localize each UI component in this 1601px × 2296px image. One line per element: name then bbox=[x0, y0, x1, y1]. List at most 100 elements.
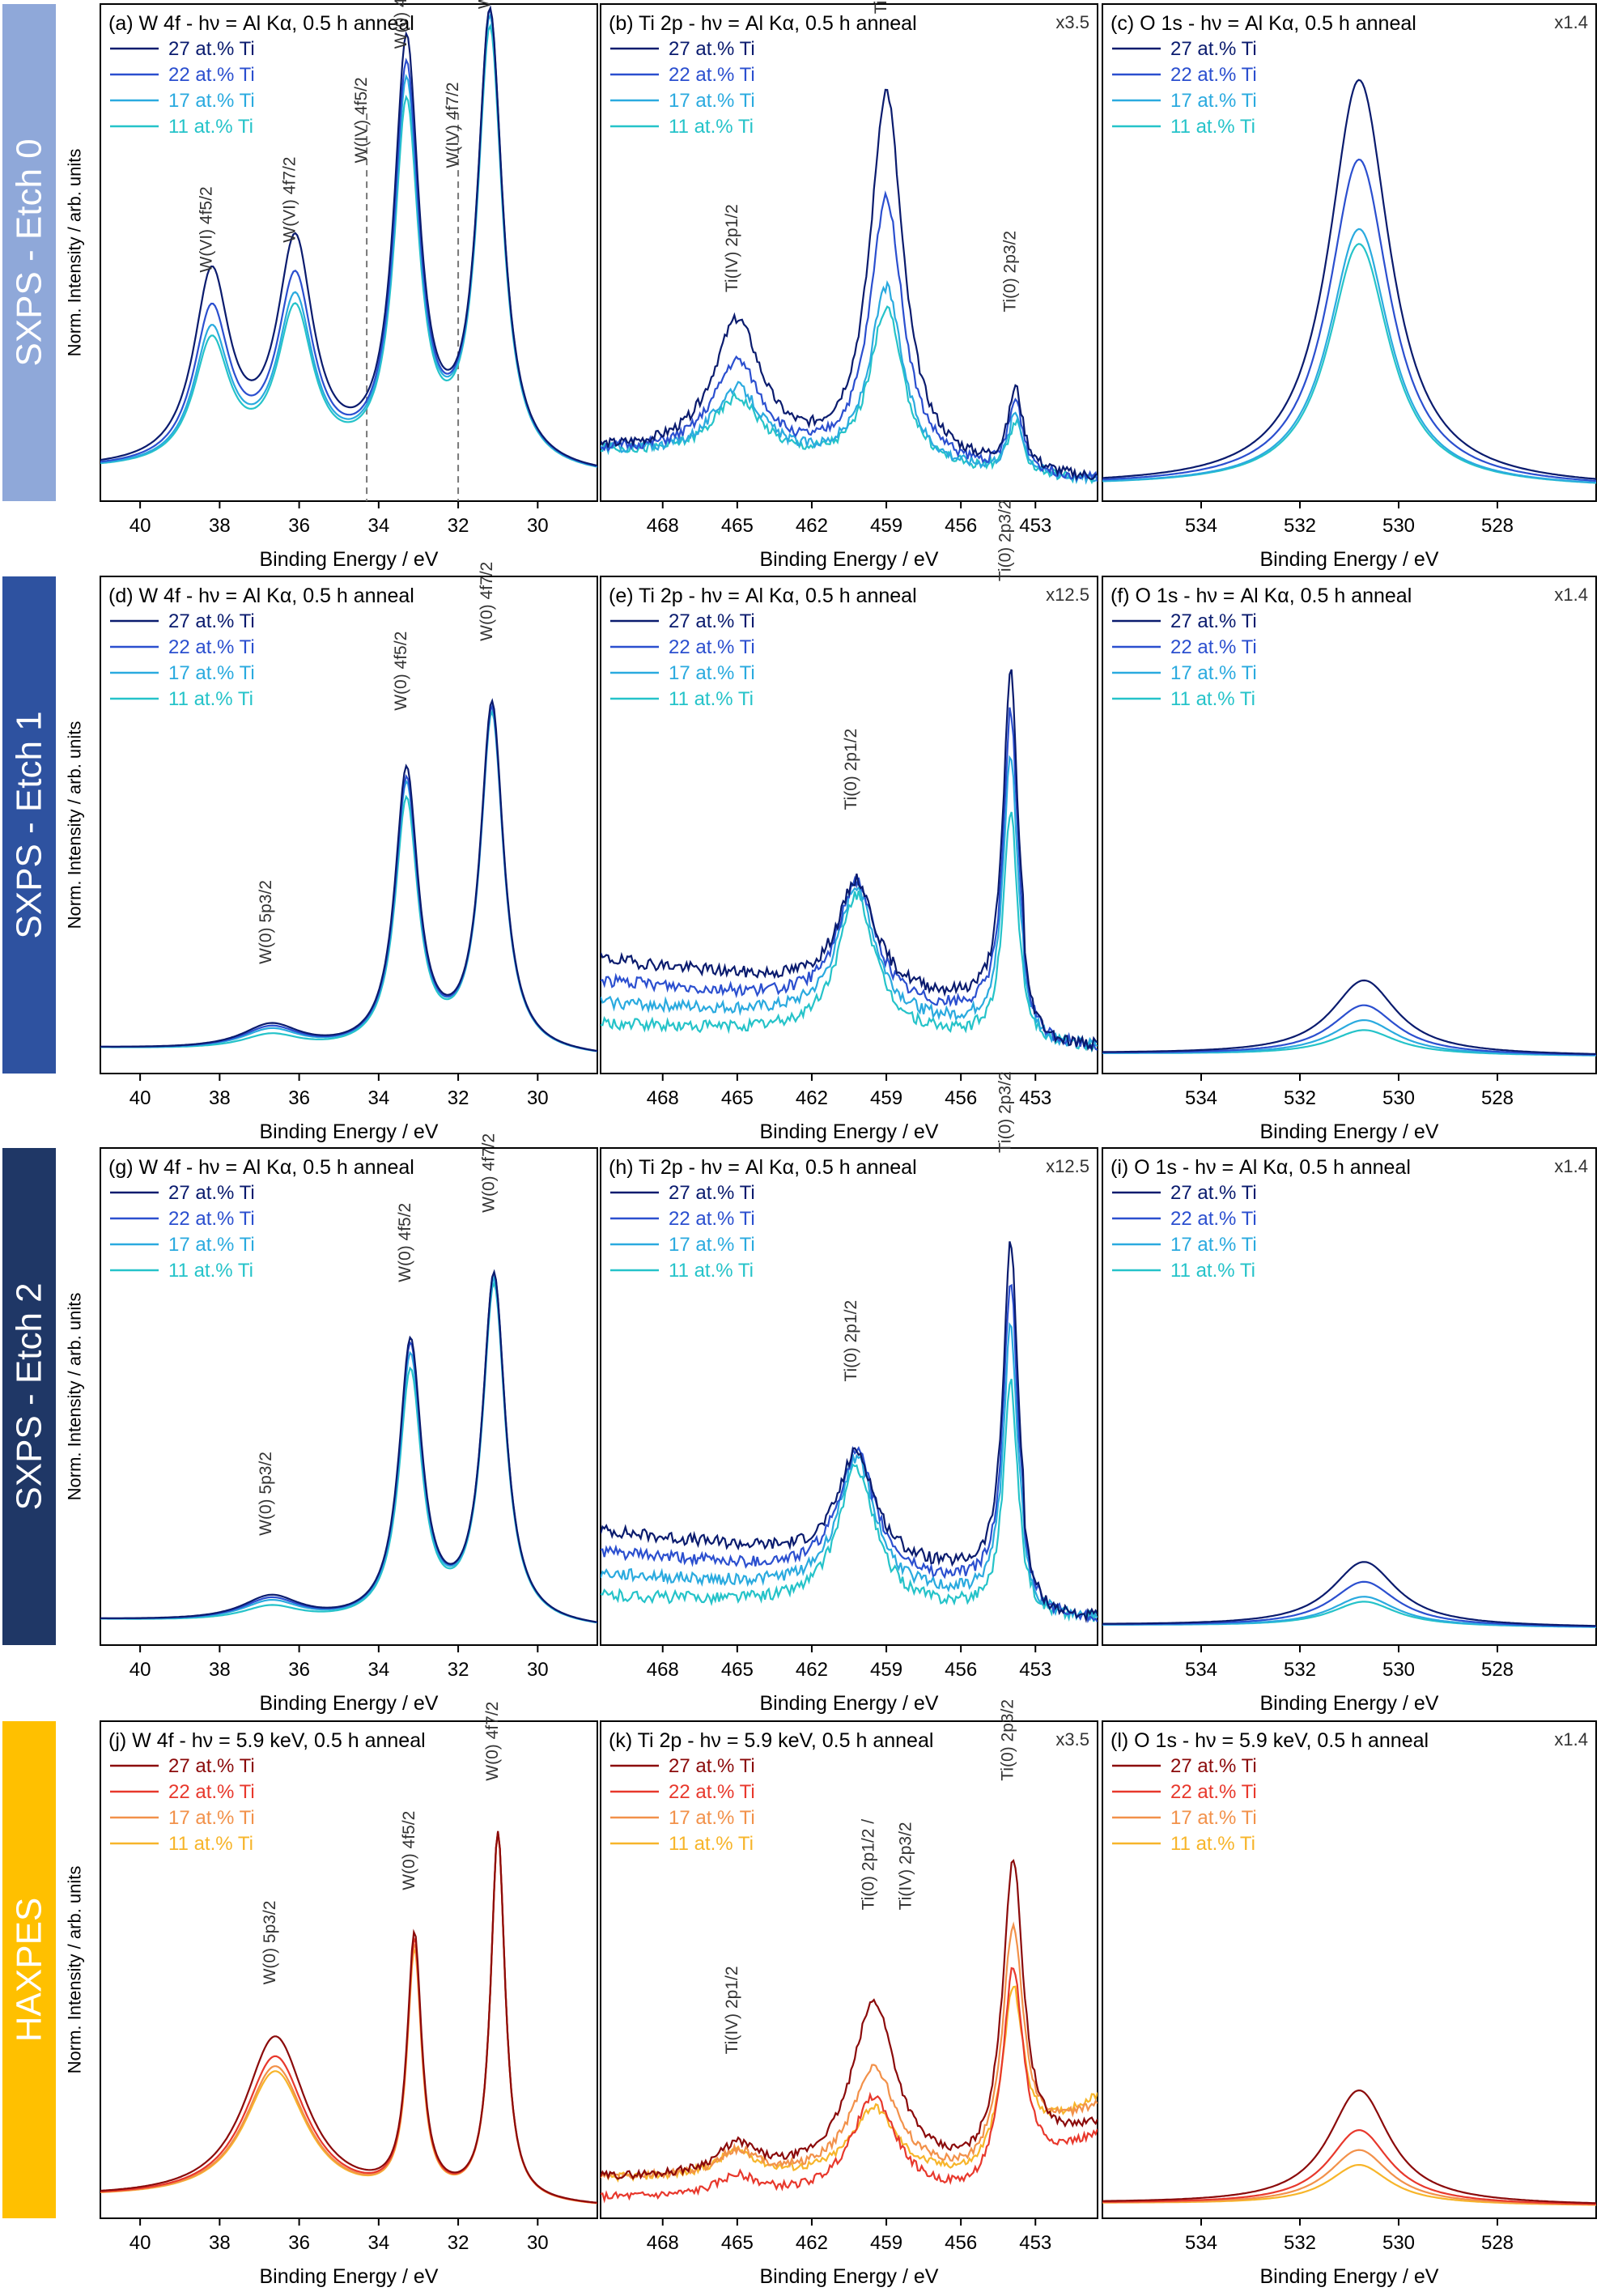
legend-entry: 11 at.% Ti bbox=[1170, 1260, 1255, 1282]
x-tick-label: 32 bbox=[448, 1659, 469, 1681]
x-tick-label: 534 bbox=[1185, 1087, 1217, 1109]
x-tick-label: 534 bbox=[1185, 515, 1217, 537]
plot-frame bbox=[100, 576, 598, 1074]
legend-entry: 22 at.% Ti bbox=[669, 1208, 755, 1230]
x-axis-label: Binding Energy / eV bbox=[760, 1692, 939, 1715]
panel-6: 534 532 530 528 Binding Energy / eV (f) O 1s … bbox=[1102, 576, 1597, 1143]
series-line-4 bbox=[601, 811, 1098, 1053]
legend-entry: 22 at.% Ti bbox=[168, 64, 255, 86]
peak-label: W(0) 4f5/2 bbox=[392, 0, 410, 49]
x-tick-label: 468 bbox=[647, 2232, 679, 2254]
legend-entry: 22 at.% Ti bbox=[1170, 64, 1257, 86]
legend-entry: 11 at.% Ti bbox=[669, 688, 754, 710]
x-tick-label: 453 bbox=[1019, 515, 1051, 537]
row-band-rect bbox=[2, 1148, 56, 1645]
plot-frame bbox=[100, 1147, 598, 1646]
x-axis-label: Binding Energy / eV bbox=[760, 2265, 939, 2288]
peak-label: W(0) 4f7/2 bbox=[479, 1133, 498, 1213]
series-line-1 bbox=[601, 669, 1098, 1052]
x-tick-label: 34 bbox=[367, 1659, 389, 1681]
legend-entry: 17 at.% Ti bbox=[1170, 1807, 1257, 1829]
plot-frame bbox=[1102, 1147, 1597, 1646]
series-line-1 bbox=[100, 698, 597, 1052]
x-tick-label: 34 bbox=[367, 2232, 389, 2254]
y-axis-label: Norm. Intensity / arb. units bbox=[65, 721, 85, 929]
x-tick-label: 36 bbox=[288, 515, 310, 537]
legend-entry: 22 at.% Ti bbox=[669, 64, 755, 86]
panel-title: (d) W 4f - hν = Al Kα, 0.5 h anneal bbox=[108, 585, 414, 607]
x-tick-label: 32 bbox=[448, 1087, 469, 1109]
series-line-4 bbox=[601, 1378, 1098, 1622]
row-band-3: SXPS - Etch 2 Norm. Intensity / arb. unit… bbox=[2, 1148, 85, 1645]
legend-entry: 11 at.% Ti bbox=[1170, 1833, 1255, 1855]
legend-entry: 17 at.% Ti bbox=[168, 90, 255, 112]
series-line-1 bbox=[100, 5, 597, 467]
legend-entry: 27 at.% Ti bbox=[669, 1182, 755, 1204]
panel-12: 534 532 530 528 Binding Energy / eV (l) O 1s … bbox=[1102, 1720, 1597, 2288]
legend-entry: 27 at.% Ti bbox=[168, 1182, 255, 1204]
panel-3: 534 532 530 528 Binding Energy / eV (c) O 1s … bbox=[1102, 3, 1597, 571]
x-tick-label: 38 bbox=[209, 1659, 231, 1681]
intensity-multiplier: x3.5 bbox=[1055, 1729, 1089, 1750]
legend-entry: 27 at.% Ti bbox=[168, 610, 255, 632]
series-line-1 bbox=[601, 88, 1098, 481]
panel-11: 468 465 462 459 456 453 Binding Energy / eV (k)… bbox=[600, 1699, 1098, 2288]
x-tick-label: 528 bbox=[1481, 515, 1514, 537]
legend-entry: 11 at.% Ti bbox=[168, 116, 253, 138]
panel-title: (a) W 4f - hν = Al Kα, 0.5 h anneal bbox=[108, 12, 414, 35]
x-tick-label: 34 bbox=[367, 1087, 389, 1109]
legend-entry: 11 at.% Ti bbox=[168, 1260, 253, 1282]
row-band-rect bbox=[2, 4, 56, 501]
peak-label: Ti(0) 2p1/2 bbox=[842, 729, 860, 810]
x-tick-label: 530 bbox=[1382, 1659, 1415, 1681]
peak-label: Ti(IV) 2p1/2 bbox=[723, 204, 741, 292]
x-tick-label: 465 bbox=[721, 1659, 754, 1681]
x-tick-label: 456 bbox=[945, 1659, 977, 1681]
series-line-1 bbox=[1102, 79, 1596, 480]
panel-title: (g) W 4f - hν = Al Kα, 0.5 h anneal bbox=[108, 1156, 414, 1179]
plot-frame bbox=[100, 1720, 598, 2219]
series-line-2 bbox=[1102, 1004, 1596, 1056]
x-axis-label: Binding Energy / eV bbox=[260, 548, 439, 571]
x-tick-label: 38 bbox=[209, 2232, 231, 2254]
legend-entry: 17 at.% Ti bbox=[669, 662, 755, 684]
legend-entry: 11 at.% Ti bbox=[669, 1260, 754, 1282]
x-axis-label: Binding Energy / eV bbox=[260, 1120, 439, 1143]
x-tick-label: 465 bbox=[721, 515, 754, 537]
legend-entry: 27 at.% Ti bbox=[1170, 1755, 1257, 1777]
series-group bbox=[100, 5, 597, 468]
x-tick-label: 468 bbox=[647, 1087, 679, 1109]
series-line-1 bbox=[1102, 1561, 1596, 1627]
x-axis-label: Binding Energy / eV bbox=[760, 1120, 939, 1143]
legend-entry: 27 at.% Ti bbox=[1170, 38, 1257, 60]
peak-label: W(0) 5p3/2 bbox=[257, 1452, 275, 1536]
panel-8: 468 465 462 459 456 453 Binding Energy / eV (h)… bbox=[600, 1071, 1098, 1715]
peak-label: W(0) 4f7/2 bbox=[475, 0, 494, 9]
legend-entry: 11 at.% Ti bbox=[669, 1833, 754, 1855]
panel-7: 40 38 36 34 32 30 Binding Energy / eV (g) W 4f … bbox=[100, 1133, 598, 1715]
panel-title: (j) W 4f - hν = 5.9 keV, 0.5 h anneal bbox=[108, 1729, 426, 1752]
x-tick-label: 40 bbox=[130, 515, 151, 537]
x-tick-label: 465 bbox=[721, 2232, 754, 2254]
peak-label: W(0) 5p3/2 bbox=[261, 1901, 279, 1985]
peak-label: W(VI) 4f7/2 bbox=[281, 157, 299, 243]
peak-label: Ti(0) 2p1/2 bbox=[842, 1300, 860, 1382]
legend-entry: 27 at.% Ti bbox=[168, 1755, 255, 1777]
row-band-1: SXPS - Etch 0 Norm. Intensity / arb. unit… bbox=[2, 4, 85, 501]
x-tick-label: 468 bbox=[647, 1659, 679, 1681]
x-tick-label: 40 bbox=[130, 2232, 151, 2254]
x-axis-label: Binding Energy / eV bbox=[1260, 1120, 1439, 1143]
x-tick-label: 38 bbox=[209, 1087, 231, 1109]
series-line-1 bbox=[601, 1241, 1098, 1624]
series-line-1 bbox=[601, 1859, 1098, 2180]
x-tick-label: 30 bbox=[527, 2232, 549, 2254]
panel-9: 534 532 530 528 Binding Energy / eV (i) O 1s … bbox=[1102, 1147, 1597, 1715]
panel-title: (k) Ti 2p - hν = 5.9 keV, 0.5 h anneal bbox=[609, 1729, 933, 1752]
peak-label: W(0) 4f7/2 bbox=[478, 562, 496, 641]
x-tick-label: 36 bbox=[288, 2232, 310, 2254]
series-group bbox=[601, 1241, 1098, 1624]
intensity-multiplier: x1.4 bbox=[1554, 12, 1588, 32]
x-tick-label: 532 bbox=[1284, 1659, 1316, 1681]
series-group bbox=[100, 1830, 597, 2205]
series-group bbox=[100, 1269, 597, 1624]
